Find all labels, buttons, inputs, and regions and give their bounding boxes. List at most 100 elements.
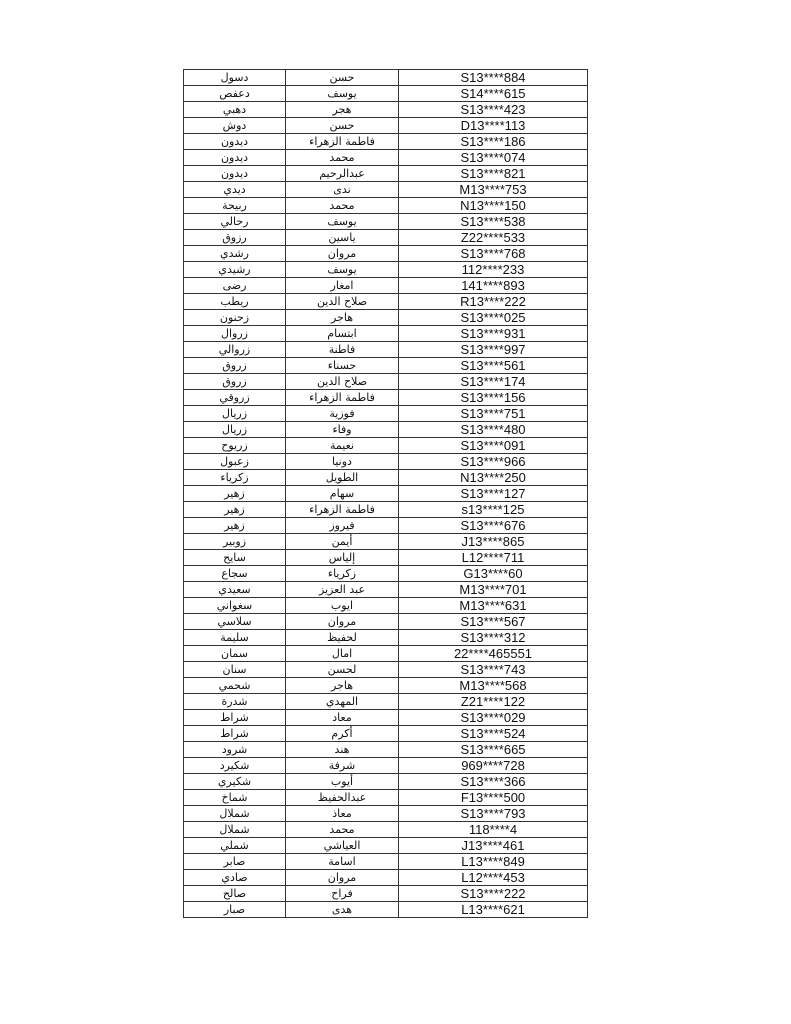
- last-name-cell: شرود: [183, 741, 286, 758]
- first-name-cell: نعيمة: [285, 437, 399, 454]
- first-name-cell: فاطمة الزهراء: [285, 501, 399, 518]
- id-number-cell: S13****480: [398, 421, 588, 438]
- first-name-cell: هجر: [285, 101, 399, 118]
- first-name-cell: الطويل: [285, 469, 399, 486]
- table-row: سغواني ايوب M13****631: [183, 597, 588, 614]
- last-name-cell: زروال: [183, 325, 286, 342]
- first-name-cell: اسامة: [285, 853, 399, 870]
- last-name-cell: سجاع: [183, 565, 286, 582]
- table-row: زعبول دونيا S13****966: [183, 453, 588, 470]
- table-row: زريوح نعيمة S13****091: [183, 437, 588, 454]
- table-row: سلاسي مروان S13****567: [183, 613, 588, 630]
- id-number-cell: M13****753: [398, 181, 588, 198]
- id-number-cell: J13****865: [398, 533, 588, 550]
- first-name-cell: أيوب: [285, 773, 399, 790]
- table-row: شكيرد شرفة 969****728: [183, 757, 588, 774]
- table-row: رشيدي يوسف 112****233: [183, 261, 588, 278]
- first-name-cell: عبدالحفيظ: [285, 789, 399, 806]
- first-name-cell: فوزية: [285, 405, 399, 422]
- first-name-cell: فيروز: [285, 517, 399, 534]
- table-row: زريال فوزية S13****751: [183, 405, 588, 422]
- id-number-cell: M13****701: [398, 581, 588, 598]
- id-number-cell: J13****461: [398, 837, 588, 854]
- last-name-cell: زروالي: [183, 341, 286, 358]
- last-name-cell: شملال: [183, 805, 286, 822]
- table-row: ديدون محمد S13****074: [183, 149, 588, 166]
- last-name-cell: شحمي: [183, 677, 286, 694]
- table-row: زروقي فاطمة الزهراء S13****156: [183, 389, 588, 406]
- first-name-cell: فراح: [285, 885, 399, 902]
- id-number-cell: S13****884: [398, 69, 588, 86]
- table-row: زهير سهام S13****127: [183, 485, 588, 502]
- id-number-cell: S13****751: [398, 405, 588, 422]
- last-name-cell: زروق: [183, 373, 286, 390]
- first-name-cell: المهدي: [285, 693, 399, 710]
- first-name-cell: ندى: [285, 181, 399, 198]
- table-row: ديدي ندى M13****753: [183, 181, 588, 198]
- last-name-cell: رشيدي: [183, 261, 286, 278]
- id-number-cell: S13****931: [398, 325, 588, 342]
- last-name-cell: زهير: [183, 517, 286, 534]
- table-row: شحمي هاجر M13****568: [183, 677, 588, 694]
- last-name-cell: زعبول: [183, 453, 286, 470]
- first-name-cell: صلاح الدين: [285, 373, 399, 390]
- last-name-cell: ديدون: [183, 149, 286, 166]
- table-row: ريطب صلاح الدين R13****222: [183, 293, 588, 310]
- first-name-cell: أيمن: [285, 533, 399, 550]
- first-name-cell: عبد العزيز: [285, 581, 399, 598]
- table-row: زوبير أيمن J13****865: [183, 533, 588, 550]
- first-name-cell: معاد: [285, 709, 399, 726]
- table-row: صابر اسامة L13****849: [183, 853, 588, 870]
- table-row: دهبي هجر S13****423: [183, 101, 588, 118]
- id-number-cell: 141****893: [398, 277, 588, 294]
- id-number-cell: S13****538: [398, 213, 588, 230]
- table-row: زروق صلاح الدين S13****174: [183, 373, 588, 390]
- last-name-cell: رضى: [183, 277, 286, 294]
- last-name-cell: زروق: [183, 357, 286, 374]
- table-row: رزوق ياسين Z22****533: [183, 229, 588, 246]
- last-name-cell: ديدي: [183, 181, 286, 198]
- id-number-cell: N13****250: [398, 469, 588, 486]
- table-row: صادي مروان L12****453: [183, 869, 588, 886]
- id-number-cell: S13****966: [398, 453, 588, 470]
- last-name-cell: ريطب: [183, 293, 286, 310]
- id-number-cell: 22****465551: [398, 645, 588, 662]
- id-number-cell: S13****127: [398, 485, 588, 502]
- table-row: رضى امغار 141****893: [183, 277, 588, 294]
- last-name-cell: رزوق: [183, 229, 286, 246]
- id-number-cell: S13****768: [398, 245, 588, 262]
- last-name-cell: زهير: [183, 501, 286, 518]
- id-number-cell: S13****186: [398, 133, 588, 150]
- last-name-cell: شكيري: [183, 773, 286, 790]
- last-name-cell: سلاسي: [183, 613, 286, 630]
- id-number-cell: S13****174: [398, 373, 588, 390]
- last-name-cell: دعفص: [183, 85, 286, 102]
- first-name-cell: مروان: [285, 869, 399, 886]
- first-name-cell: يوسف: [285, 85, 399, 102]
- last-name-cell: ربيحة: [183, 197, 286, 214]
- table-row: سليمة لحفيظ S13****312: [183, 629, 588, 646]
- id-number-cell: 969****728: [398, 757, 588, 774]
- first-name-cell: فاطمة الزهراء: [285, 389, 399, 406]
- first-name-cell: فاطمة الزهراء: [285, 133, 399, 150]
- table-row: سعيدي عبد العزيز M13****701: [183, 581, 588, 598]
- id-number-cell: S13****561: [398, 357, 588, 374]
- first-name-cell: عبدالرحيم: [285, 165, 399, 182]
- first-name-cell: مروان: [285, 613, 399, 630]
- table-row: ربيحة محمد N13****150: [183, 197, 588, 214]
- table-row: شملي العياشي J13****461: [183, 837, 588, 854]
- last-name-cell: زريال: [183, 405, 286, 422]
- first-name-cell: سهام: [285, 485, 399, 502]
- id-number-cell: S13****074: [398, 149, 588, 166]
- last-name-cell: صبار: [183, 901, 286, 918]
- table-row: زهير فيروز S13****676: [183, 517, 588, 534]
- first-name-cell: هند: [285, 741, 399, 758]
- table-row: شملال محمد 118****4: [183, 821, 588, 838]
- table-row: شراط أكرم S13****524: [183, 725, 588, 742]
- id-number-cell: N13****150: [398, 197, 588, 214]
- table-row: ديدون عبدالرحيم S13****821: [183, 165, 588, 182]
- id-number-cell: S13****665: [398, 741, 588, 758]
- last-name-cell: سعيدي: [183, 581, 286, 598]
- last-name-cell: صادي: [183, 869, 286, 886]
- first-name-cell: هاجر: [285, 677, 399, 694]
